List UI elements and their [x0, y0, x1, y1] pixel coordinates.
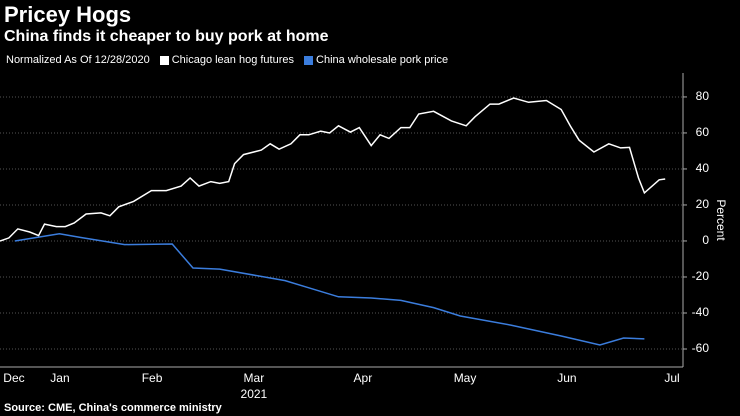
legend-item: Chicago lean hog futures [159, 54, 295, 66]
y-tick-label: 0 [702, 233, 709, 247]
x-tick-label: Mar [244, 371, 265, 385]
chart-subtitle: China finds it cheaper to buy pork at ho… [4, 28, 329, 45]
x-tick-label: Apr [354, 371, 373, 385]
legend-swatch [159, 55, 169, 65]
y-tick-label: -40 [692, 305, 710, 319]
legend-item: China wholesale pork price [304, 54, 448, 66]
legend-label: China wholesale pork price [316, 54, 449, 66]
x-tick-label: Jul [664, 371, 679, 385]
series-line [14, 233, 645, 346]
series-line [0, 97, 666, 242]
y-tick-label: 80 [696, 89, 710, 103]
legend: Normalized As Of 12/28/2020 Chicago lean… [6, 54, 448, 66]
chart-title: Pricey Hogs [4, 2, 132, 27]
x-axis-label: 2021 [241, 387, 268, 401]
x-tick-label: Jan [50, 371, 69, 385]
x-tick-label: Feb [142, 371, 163, 385]
y-tick-label: -60 [692, 341, 710, 355]
y-tick-label: -20 [692, 269, 710, 283]
x-tick-label: Dec [3, 371, 24, 385]
y-tick-label: 40 [696, 161, 710, 175]
source: Source: CME, China's commerce ministry [4, 402, 222, 414]
legend-label: Chicago lean hog futures [171, 54, 295, 66]
y-tick-label: 20 [696, 197, 710, 211]
y-axis-label: Percent [714, 199, 728, 241]
legend-swatch [304, 55, 314, 65]
note: Normalized As Of 12/28/2020 [6, 54, 150, 66]
x-tick-label: May [454, 371, 477, 385]
y-tick-label: 60 [696, 125, 710, 139]
x-tick-label: Jun [557, 371, 576, 385]
